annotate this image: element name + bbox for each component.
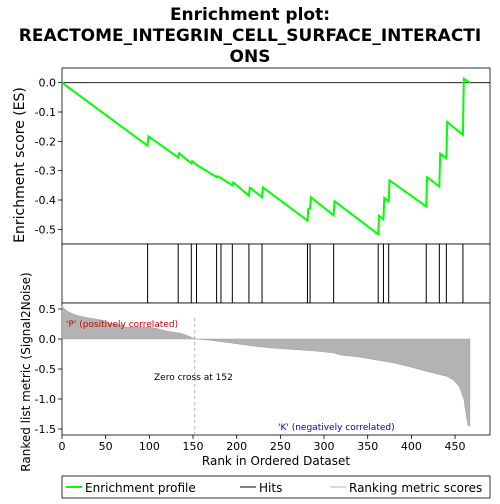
es-y-tick-label: -0.2	[35, 135, 56, 148]
legend: Enrichment profile Hits Ranking metric sco…	[66, 481, 482, 495]
legend-label: Ranking metric scores	[349, 481, 482, 495]
positive-correlation-label: 'P' (positively correlated)	[66, 320, 178, 330]
es-y-tick-label: -0.3	[35, 165, 56, 178]
rank-y-axis-ticks: 0.5 0.0 -0.5 -1.0 -1.5	[35, 303, 62, 436]
rank-y-tick-label: 0.0	[39, 333, 57, 346]
rank-y-tick-label: 0.5	[39, 303, 57, 316]
rank-x-tick-label: 250	[270, 440, 291, 453]
es-panel-frame	[61, 67, 491, 245]
rank-x-tick-label: 100	[139, 440, 160, 453]
rank-x-axis-label: Rank in Ordered Dataset	[202, 454, 350, 468]
rank-x-tick-label: 450	[445, 440, 466, 453]
rank-x-tick-label: 300	[314, 440, 335, 453]
enrichment-profile-line	[61, 77, 471, 237]
chart-title-line-3: ONS	[230, 47, 271, 67]
rank-y-tick-label: -0.5	[35, 363, 56, 376]
es-y-tick-label: 0.0	[39, 77, 57, 90]
es-y-tick-label: -0.4	[35, 194, 56, 207]
rank-y-axis-label: Ranked list metric (Signal2Noise)	[19, 272, 33, 471]
legend-box	[61, 475, 491, 499]
chart-title-line-1: Enrichment plot:	[170, 5, 330, 25]
hits-panel-frame	[61, 243, 491, 304]
legend-label: Enrichment profile	[85, 481, 196, 495]
es-y-tick-label: -0.1	[35, 106, 56, 119]
rank-y-tick-label: -1.5	[35, 423, 56, 436]
rank-x-tick-label: 400	[401, 440, 422, 453]
ranking-metric-area	[61, 305, 471, 427]
negative-correlation-label: 'K' (negatively correlated)	[278, 423, 395, 433]
rank-x-tick-label: 0	[59, 440, 66, 453]
chart-title-line-2: REACTOME_INTEGRIN_CELL_SURFACE_INTERACTI	[19, 26, 481, 46]
legend-label: Hits	[259, 481, 282, 495]
rank-y-tick-label: -1.0	[35, 393, 56, 406]
rank-x-tick-label: 50	[99, 440, 113, 453]
rank-x-axis-ticks: 0 50 100 150 200 250 300 350 400 450	[59, 435, 466, 453]
zero-cross-label: Zero cross at 152	[154, 373, 233, 383]
hits-group	[147, 244, 464, 303]
es-y-tick-label: -0.5	[35, 223, 56, 236]
es-y-axis-ticks: 0.0 -0.1 -0.2 -0.3 -0.4 -0.5	[35, 77, 62, 236]
rank-x-tick-label: 200	[226, 440, 247, 453]
rank-x-tick-label: 150	[183, 440, 204, 453]
rank-x-tick-label: 350	[357, 440, 378, 453]
rank-panel-frame	[61, 302, 491, 436]
es-y-axis-label: Enrichment score (ES)	[12, 87, 28, 243]
